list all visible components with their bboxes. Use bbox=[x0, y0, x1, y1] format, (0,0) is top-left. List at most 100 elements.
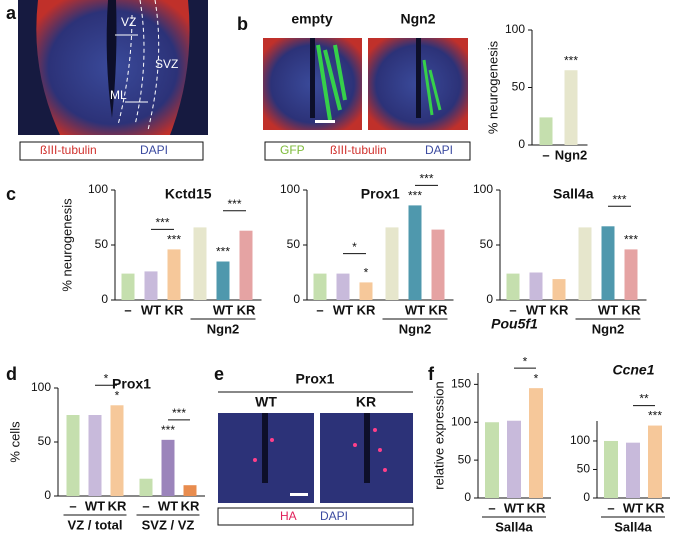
bar bbox=[144, 271, 158, 300]
bar bbox=[552, 279, 566, 300]
x-tick-label: KR bbox=[527, 500, 546, 515]
x-tick-label: WT bbox=[213, 302, 233, 317]
column-label: Ngn2 bbox=[401, 11, 436, 27]
significance: *** bbox=[419, 172, 433, 186]
chart-title: Pou5f1 bbox=[491, 316, 538, 332]
y-tick-label: 100 bbox=[280, 182, 300, 196]
legend-label: DAPI bbox=[140, 143, 168, 157]
y-tick-label: 100 bbox=[88, 182, 108, 196]
y-axis-label: relative expression bbox=[431, 381, 446, 489]
x-tick-label: WT bbox=[85, 498, 105, 513]
group-label: SVZ / VZ bbox=[142, 517, 195, 532]
significance: ** bbox=[639, 392, 649, 406]
significance: * bbox=[104, 371, 109, 385]
x-tick-label: – bbox=[316, 302, 323, 317]
panel-letter: f bbox=[428, 364, 435, 384]
significance: *** bbox=[155, 216, 169, 230]
x-tick-label: WT bbox=[158, 498, 178, 513]
bar bbox=[161, 439, 175, 496]
panel-letter: e bbox=[214, 364, 224, 384]
micrograph bbox=[218, 413, 413, 503]
legend-label: DAPI bbox=[320, 509, 348, 523]
y-tick-label: 50 bbox=[38, 434, 52, 448]
bar bbox=[578, 227, 592, 300]
y-tick-label: 150 bbox=[451, 377, 471, 391]
y-tick-label: 50 bbox=[458, 452, 472, 466]
significance: *** bbox=[648, 409, 662, 423]
x-tick-label: – bbox=[542, 147, 549, 162]
chart-title: Prox1 bbox=[361, 186, 400, 202]
x-tick-label: KR bbox=[165, 302, 184, 317]
group-label: Sall4a bbox=[614, 519, 652, 534]
y-tick-label: 100 bbox=[451, 414, 471, 428]
legend-label: DAPI bbox=[425, 143, 453, 157]
bar bbox=[624, 249, 638, 300]
chart-title: Ccne1 bbox=[612, 362, 654, 378]
bar bbox=[431, 229, 445, 300]
chart-title: Prox1 bbox=[112, 376, 151, 392]
y-tick-label: 50 bbox=[480, 237, 494, 251]
significance: *** bbox=[612, 192, 626, 206]
significance: *** bbox=[564, 53, 578, 67]
y-tick-label: 0 bbox=[293, 292, 300, 306]
region-label: VZ bbox=[121, 15, 136, 29]
legend-label: ßIII-tubulin bbox=[330, 143, 387, 157]
micrograph bbox=[263, 38, 468, 130]
x-tick-label: – bbox=[488, 500, 495, 515]
group-label: Ngn2 bbox=[207, 321, 240, 336]
bar bbox=[313, 273, 327, 300]
bar bbox=[564, 70, 578, 145]
legend-box bbox=[264, 141, 471, 161]
significance: *** bbox=[624, 233, 638, 247]
x-tick-label: KR bbox=[108, 498, 127, 513]
x-tick-label: KR bbox=[181, 498, 200, 513]
x-tick-label: KR bbox=[622, 302, 641, 317]
significance: * bbox=[115, 388, 120, 402]
region-label: SVZ bbox=[155, 57, 178, 71]
chart-title: Sall4a bbox=[553, 186, 594, 202]
bar bbox=[626, 442, 640, 498]
bar bbox=[385, 227, 399, 300]
x-tick-label: KR bbox=[429, 302, 448, 317]
micrograph bbox=[18, 0, 208, 135]
bar bbox=[110, 405, 124, 496]
group-label: VZ / total bbox=[68, 517, 123, 532]
y-axis-label: % neurogenesis bbox=[59, 198, 74, 292]
significance: *** bbox=[227, 197, 241, 211]
y-tick-label: 50 bbox=[577, 462, 591, 476]
x-tick-label: – bbox=[607, 500, 614, 515]
column-label: KR bbox=[356, 394, 376, 410]
x-tick-label: WT bbox=[405, 302, 425, 317]
group-label: Ngn2 bbox=[399, 321, 432, 336]
bar bbox=[506, 273, 520, 300]
x-tick-label: WT bbox=[623, 500, 643, 515]
y-axis-label: % cells bbox=[7, 421, 22, 463]
bar bbox=[648, 425, 662, 498]
significance: *** bbox=[408, 189, 422, 203]
x-tick-label: KR bbox=[550, 302, 569, 317]
significance: * bbox=[523, 354, 528, 368]
y-tick-label: 100 bbox=[570, 433, 590, 447]
bar bbox=[88, 415, 102, 496]
bar bbox=[193, 227, 207, 300]
y-tick-label: 100 bbox=[31, 380, 51, 394]
bar bbox=[529, 272, 543, 300]
y-tick-label: 50 bbox=[287, 237, 301, 251]
region-label: ML bbox=[110, 88, 127, 102]
x-tick-label: WT bbox=[598, 302, 618, 317]
panel-letter: d bbox=[6, 364, 17, 384]
bar bbox=[529, 388, 543, 498]
bar bbox=[408, 205, 422, 300]
significance: * bbox=[534, 371, 539, 385]
significance: *** bbox=[216, 245, 230, 259]
bar bbox=[601, 226, 615, 300]
column-label: WT bbox=[255, 394, 277, 410]
panel-title: Prox1 bbox=[296, 371, 335, 387]
x-tick-label: – bbox=[124, 302, 131, 317]
y-tick-label: 0 bbox=[44, 488, 51, 502]
significance: *** bbox=[167, 233, 181, 247]
y-tick-label: 0 bbox=[518, 137, 525, 151]
x-tick-label: WT bbox=[526, 302, 546, 317]
bar bbox=[604, 440, 618, 498]
